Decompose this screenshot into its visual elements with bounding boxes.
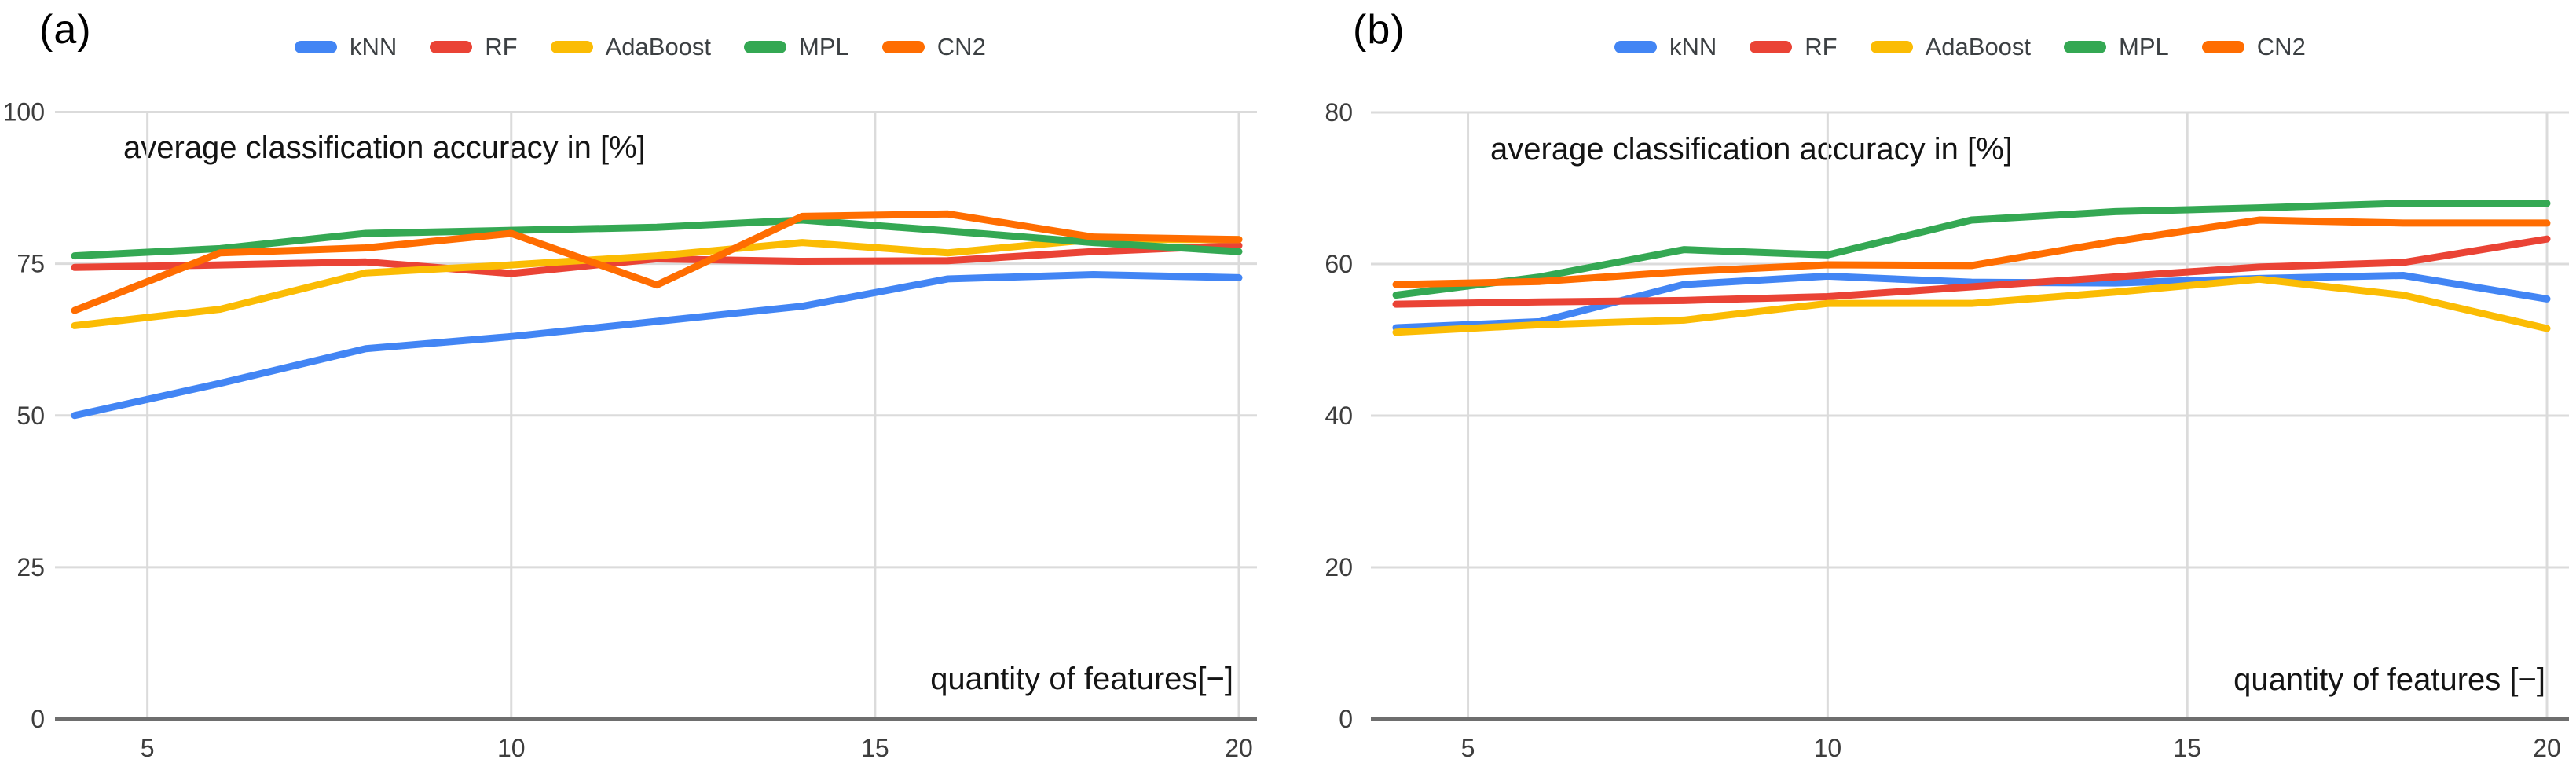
y-tick-label-40: 40 (1325, 402, 1353, 430)
legend-item-MPL: MPL (2064, 33, 2169, 61)
series-line-kNN (71, 271, 1243, 420)
legend-item-kNN: kNN (1614, 33, 1717, 61)
y-tick-label-0: 0 (31, 705, 45, 733)
legend-label-RF: RF (485, 33, 518, 60)
legend-item-RF: RF (1750, 33, 1838, 61)
panel-b-plot: 0 20 40 60 80 5 10 15 20 (1325, 98, 2569, 762)
series-line-MPL (1392, 200, 2551, 299)
panel-a: (a) kNN RF AdaBoost MPL CN2 average classifi… (0, 0, 1273, 770)
legend-swatch-icon-AdaBoost (1870, 41, 1913, 53)
panel-a-title: average classification accuracy in [%] (123, 130, 646, 165)
legend-label-MPL: MPL (799, 33, 849, 60)
legend-label-AdaBoost: AdaBoost (605, 33, 712, 60)
series-line-AdaBoost (71, 236, 1243, 329)
series-line-AdaBoost (1392, 275, 2551, 336)
legend-item-kNN: kNN (295, 33, 397, 61)
legend-label-kNN: kNN (1669, 33, 1717, 60)
panel-b-legend: kNN RF AdaBoost MPL CN2 (1614, 33, 2306, 61)
panel-b-letter: (b) (1353, 7, 1405, 53)
series-line-kNN (1392, 271, 2551, 332)
y-tick-label-75: 75 (16, 250, 45, 278)
legend-swatch-icon-kNN (295, 41, 337, 53)
panel-a-plot: 0 25 50 75 100 5 10 15 20 (3, 98, 1257, 762)
series-line-RF (1392, 235, 2551, 308)
legend-swatch-icon-MPL (2064, 41, 2107, 53)
panel-a-xaxis-label: quantity of features[−] (930, 662, 1233, 696)
x-tick-label-5: 5 (1461, 734, 1475, 762)
legend-label-kNN: kNN (350, 33, 398, 60)
legend-swatch-icon-AdaBoost (550, 41, 593, 53)
series-line-MPL (71, 216, 1243, 260)
x-tick-label-10: 10 (1814, 734, 1842, 762)
legend-swatch-icon-CN2 (881, 41, 925, 53)
legend-label-AdaBoost: AdaBoost (1925, 33, 2032, 60)
series-line-CN2 (1392, 216, 2551, 288)
legend-item-MPL: MPL (744, 33, 849, 61)
x-tick-label-5: 5 (141, 734, 155, 762)
panel-a-letter: (a) (39, 7, 92, 53)
y-tick-label-60: 60 (1325, 250, 1353, 278)
y-tick-label-100: 100 (3, 98, 45, 126)
legend-item-CN2: CN2 (2201, 33, 2306, 61)
x-tick-label-10: 10 (497, 734, 526, 762)
legend-item-AdaBoost: AdaBoost (550, 33, 712, 61)
series-line-CN2 (71, 210, 1243, 314)
legend-swatch-icon-kNN (1614, 41, 1657, 53)
x-tick-label-20: 20 (1225, 734, 1253, 762)
y-tick-label-50: 50 (16, 402, 45, 430)
y-tick-label-80: 80 (1325, 98, 1353, 126)
panel-a-legend: kNN RF AdaBoost MPL CN2 (295, 33, 986, 61)
x-tick-label-15: 15 (2173, 734, 2201, 762)
panel-b-xaxis-label: quantity of features [−] (2233, 662, 2545, 697)
legend-label-MPL: MPL (2119, 33, 2169, 60)
panel-b: (b) kNN RF AdaBoost MPL CN2 average classifi… (1304, 0, 2576, 770)
y-tick-label-20: 20 (1325, 553, 1353, 581)
legend-swatch-icon-RF (1750, 41, 1793, 53)
legend-item-RF: RF (430, 33, 518, 61)
x-tick-label-15: 15 (861, 734, 889, 762)
y-tick-label-0: 0 (1339, 705, 1353, 733)
legend-label-CN2: CN2 (2256, 33, 2306, 60)
legend-item-AdaBoost: AdaBoost (1870, 33, 2032, 61)
legend-label-RF: RF (1805, 33, 1838, 60)
legend-swatch-icon-MPL (744, 41, 787, 53)
legend-label-CN2: CN2 (936, 33, 986, 60)
y-tick-label-25: 25 (16, 553, 45, 581)
panel-b-title: average classification accuracy in [%] (1490, 132, 2013, 167)
legend-swatch-icon-RF (430, 41, 473, 53)
legend-swatch-icon-CN2 (2201, 41, 2244, 53)
x-tick-label-20: 20 (2533, 734, 2561, 762)
legend-item-CN2: CN2 (881, 33, 986, 61)
